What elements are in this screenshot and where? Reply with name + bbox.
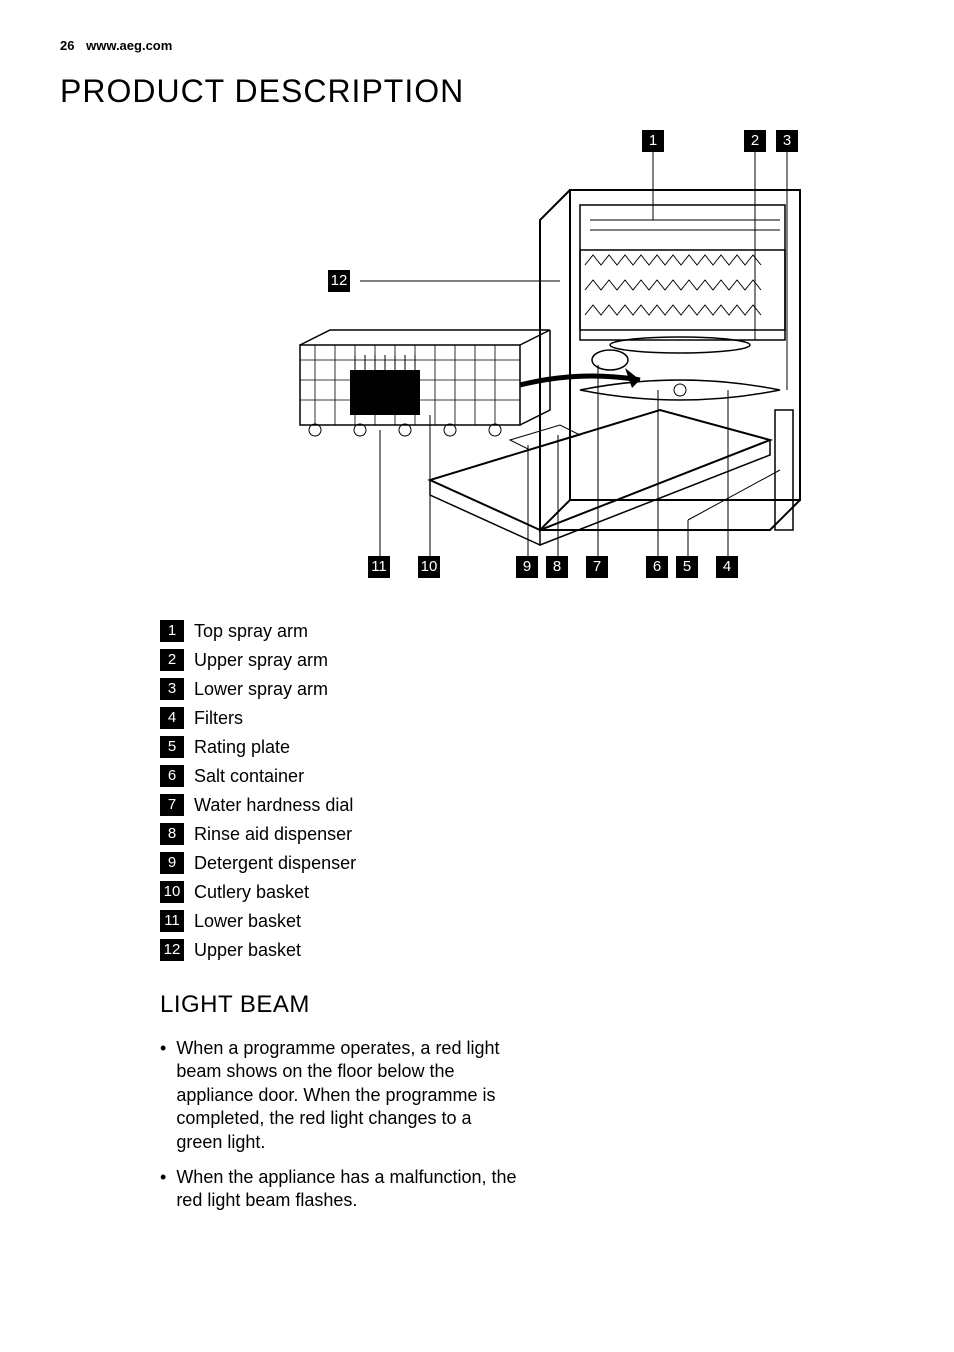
legend-number: 4 (160, 707, 184, 729)
legend-number: 8 (160, 823, 184, 845)
diagram-callout-12: 12 (328, 270, 350, 292)
diagram-callout-1: 1 (642, 130, 664, 152)
legend-row: 11 Lower basket (160, 910, 894, 932)
legend-label: Lower spray arm (194, 679, 328, 700)
header-url: www.aeg.com (86, 38, 172, 53)
legend-row: 5 Rating plate (160, 736, 894, 758)
legend-number: 7 (160, 794, 184, 816)
section-title-light-beam: LIGHT BEAM (160, 991, 894, 1019)
legend-row: 12 Upper basket (160, 939, 894, 961)
page-number: 26 (60, 38, 74, 53)
legend-row: 8 Rinse aid dispenser (160, 823, 894, 845)
legend-label: Detergent dispenser (194, 853, 356, 874)
diagram-callout-10: 10 (418, 556, 440, 578)
bullet-item: •When a programme operates, a red light … (160, 1037, 520, 1154)
legend-number: 2 (160, 649, 184, 671)
legend-label: Top spray arm (194, 621, 308, 642)
legend-label: Rating plate (194, 737, 290, 758)
legend-number: 11 (160, 910, 184, 932)
legend-row: 3 Lower spray arm (160, 678, 894, 700)
legend-row: 9 Detergent dispenser (160, 852, 894, 874)
legend-label: Filters (194, 708, 243, 729)
diagram-callout-9: 9 (516, 556, 538, 578)
legend-row: 1 Top spray arm (160, 620, 894, 642)
legend-number: 10 (160, 881, 184, 903)
legend-row: 7 Water hardness dial (160, 794, 894, 816)
product-diagram: 123121110987654 (240, 130, 920, 600)
diagram-callout-2: 2 (744, 130, 766, 152)
dishwasher-illustration (240, 130, 920, 600)
legend-number: 9 (160, 852, 184, 874)
legend-row: 4 Filters (160, 707, 894, 729)
bullet-text: When the appliance has a malfunction, th… (176, 1166, 520, 1213)
legend-number: 5 (160, 736, 184, 758)
legend-label: Rinse aid dispenser (194, 824, 352, 845)
bullet-dot-icon: • (160, 1037, 166, 1154)
legend-number: 3 (160, 678, 184, 700)
legend-label: Cutlery basket (194, 882, 309, 903)
diagram-callout-11: 11 (368, 556, 390, 578)
parts-legend: 1 Top spray arm 2 Upper spray arm 3 Lower spr… (160, 620, 894, 961)
diagram-callout-6: 6 (646, 556, 668, 578)
legend-label: Upper spray arm (194, 650, 328, 671)
diagram-callout-5: 5 (676, 556, 698, 578)
diagram-callout-4: 4 (716, 556, 738, 578)
legend-row: 2 Upper spray arm (160, 649, 894, 671)
diagram-callout-8: 8 (546, 556, 568, 578)
legend-label: Salt container (194, 766, 304, 787)
page-title: PRODUCT DESCRIPTION (60, 73, 894, 110)
legend-number: 1 (160, 620, 184, 642)
legend-number: 6 (160, 765, 184, 787)
bullet-item: •When the appliance has a malfunction, t… (160, 1166, 520, 1213)
legend-row: 10 Cutlery basket (160, 881, 894, 903)
legend-label: Water hardness dial (194, 795, 353, 816)
legend-number: 12 (160, 939, 184, 961)
bullet-text: When a programme operates, a red light b… (176, 1037, 520, 1154)
bullet-dot-icon: • (160, 1166, 166, 1213)
light-beam-bullets: •When a programme operates, a red light … (160, 1037, 520, 1213)
diagram-callout-7: 7 (586, 556, 608, 578)
legend-row: 6 Salt container (160, 765, 894, 787)
legend-label: Lower basket (194, 911, 301, 932)
page-header: 26 www.aeg.com (60, 38, 894, 53)
legend-label: Upper basket (194, 940, 301, 961)
diagram-callout-3: 3 (776, 130, 798, 152)
